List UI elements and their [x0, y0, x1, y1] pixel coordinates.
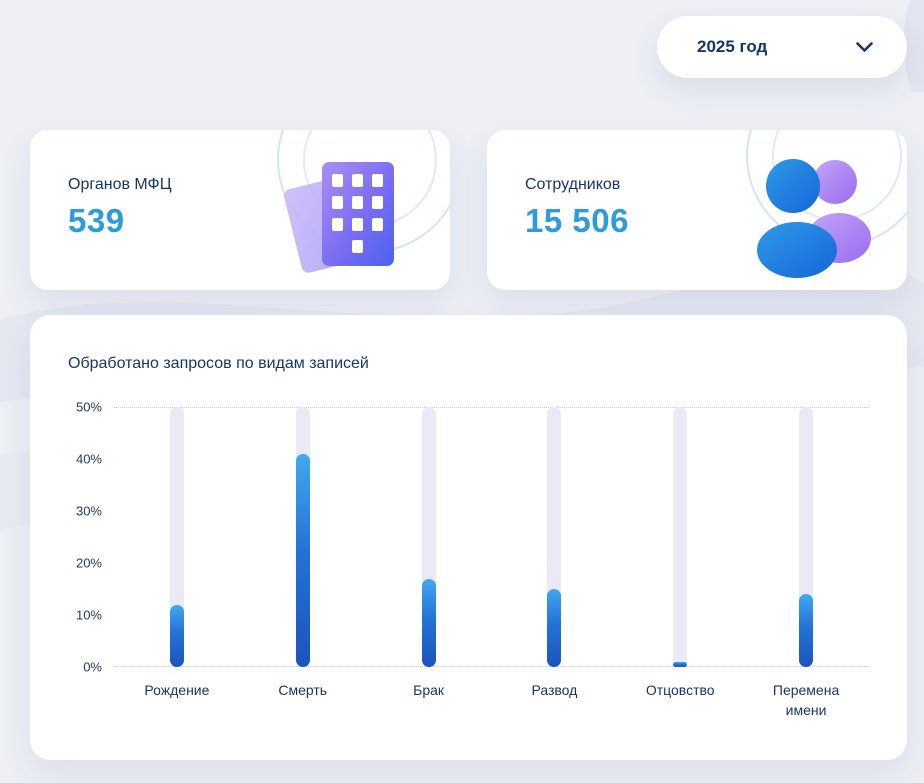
- bar-column: [240, 407, 366, 667]
- gridline-0pct: [114, 666, 869, 667]
- bar-column: [114, 407, 240, 667]
- bars-container: [114, 407, 869, 667]
- y-tick-label: 50%: [75, 399, 102, 415]
- x-axis-labels: Рождение Смерть Брак Развод Отцовство Перемен…: [114, 680, 869, 721]
- stat-value: 15 506: [525, 202, 629, 239]
- category-label: Перемена имени: [772, 682, 840, 719]
- bar-track: [547, 407, 562, 667]
- bar-track: [169, 407, 184, 667]
- year-select-label: 2025 год: [697, 37, 768, 56]
- bar-track: [799, 407, 814, 667]
- category-label: Отцовство: [645, 682, 715, 698]
- chevron-down-icon: [856, 41, 873, 52]
- bar-fill[interactable]: [547, 589, 562, 667]
- bar-fill[interactable]: [421, 578, 436, 667]
- y-tick-label: 40%: [75, 451, 102, 467]
- chart-card-requests-by-record-type: Обработано запросов по видам записей 50%…: [30, 315, 907, 760]
- people-icon: [746, 130, 907, 278]
- gridline-50pct: [114, 407, 869, 408]
- chart-area: 50% 40% 30% 20% 10% 0%: [68, 400, 869, 675]
- bar-fill[interactable]: [673, 661, 688, 667]
- year-select-dropdown[interactable]: 2025 год: [657, 16, 907, 78]
- category-label: Развод: [531, 682, 578, 698]
- bar-column: [743, 407, 869, 667]
- category-label: Рождение: [144, 682, 210, 698]
- bar-track: [295, 407, 310, 667]
- bar-track: [421, 407, 436, 667]
- bar-track: [673, 407, 688, 667]
- y-axis: 50% 40% 30% 20% 10% 0%: [68, 400, 114, 675]
- y-tick-label: 10%: [75, 607, 102, 623]
- bar-fill[interactable]: [295, 453, 310, 667]
- y-tick-label: 0%: [83, 659, 102, 675]
- building-icon: [277, 130, 450, 273]
- bar-fill[interactable]: [799, 594, 814, 667]
- bar-column: [491, 407, 617, 667]
- stat-card-employees: Сотрудников 15 506: [487, 130, 907, 290]
- bar-fill[interactable]: [169, 604, 184, 667]
- stat-value: 539: [68, 202, 125, 239]
- y-tick-label: 30%: [75, 503, 102, 519]
- plot-area: [114, 407, 869, 667]
- stat-card-mfc-offices: Органов МФЦ 539: [30, 130, 450, 290]
- category-label: Смерть: [278, 682, 328, 698]
- category-label: Брак: [413, 682, 445, 698]
- chart-title: Обработано запросов по видам записей: [68, 355, 369, 372]
- stat-label: Сотрудников: [525, 176, 621, 193]
- bar-column: [366, 407, 492, 667]
- y-tick-label: 20%: [75, 555, 102, 571]
- stat-label: Органов МФЦ: [68, 176, 172, 193]
- bar-column: [617, 407, 743, 667]
